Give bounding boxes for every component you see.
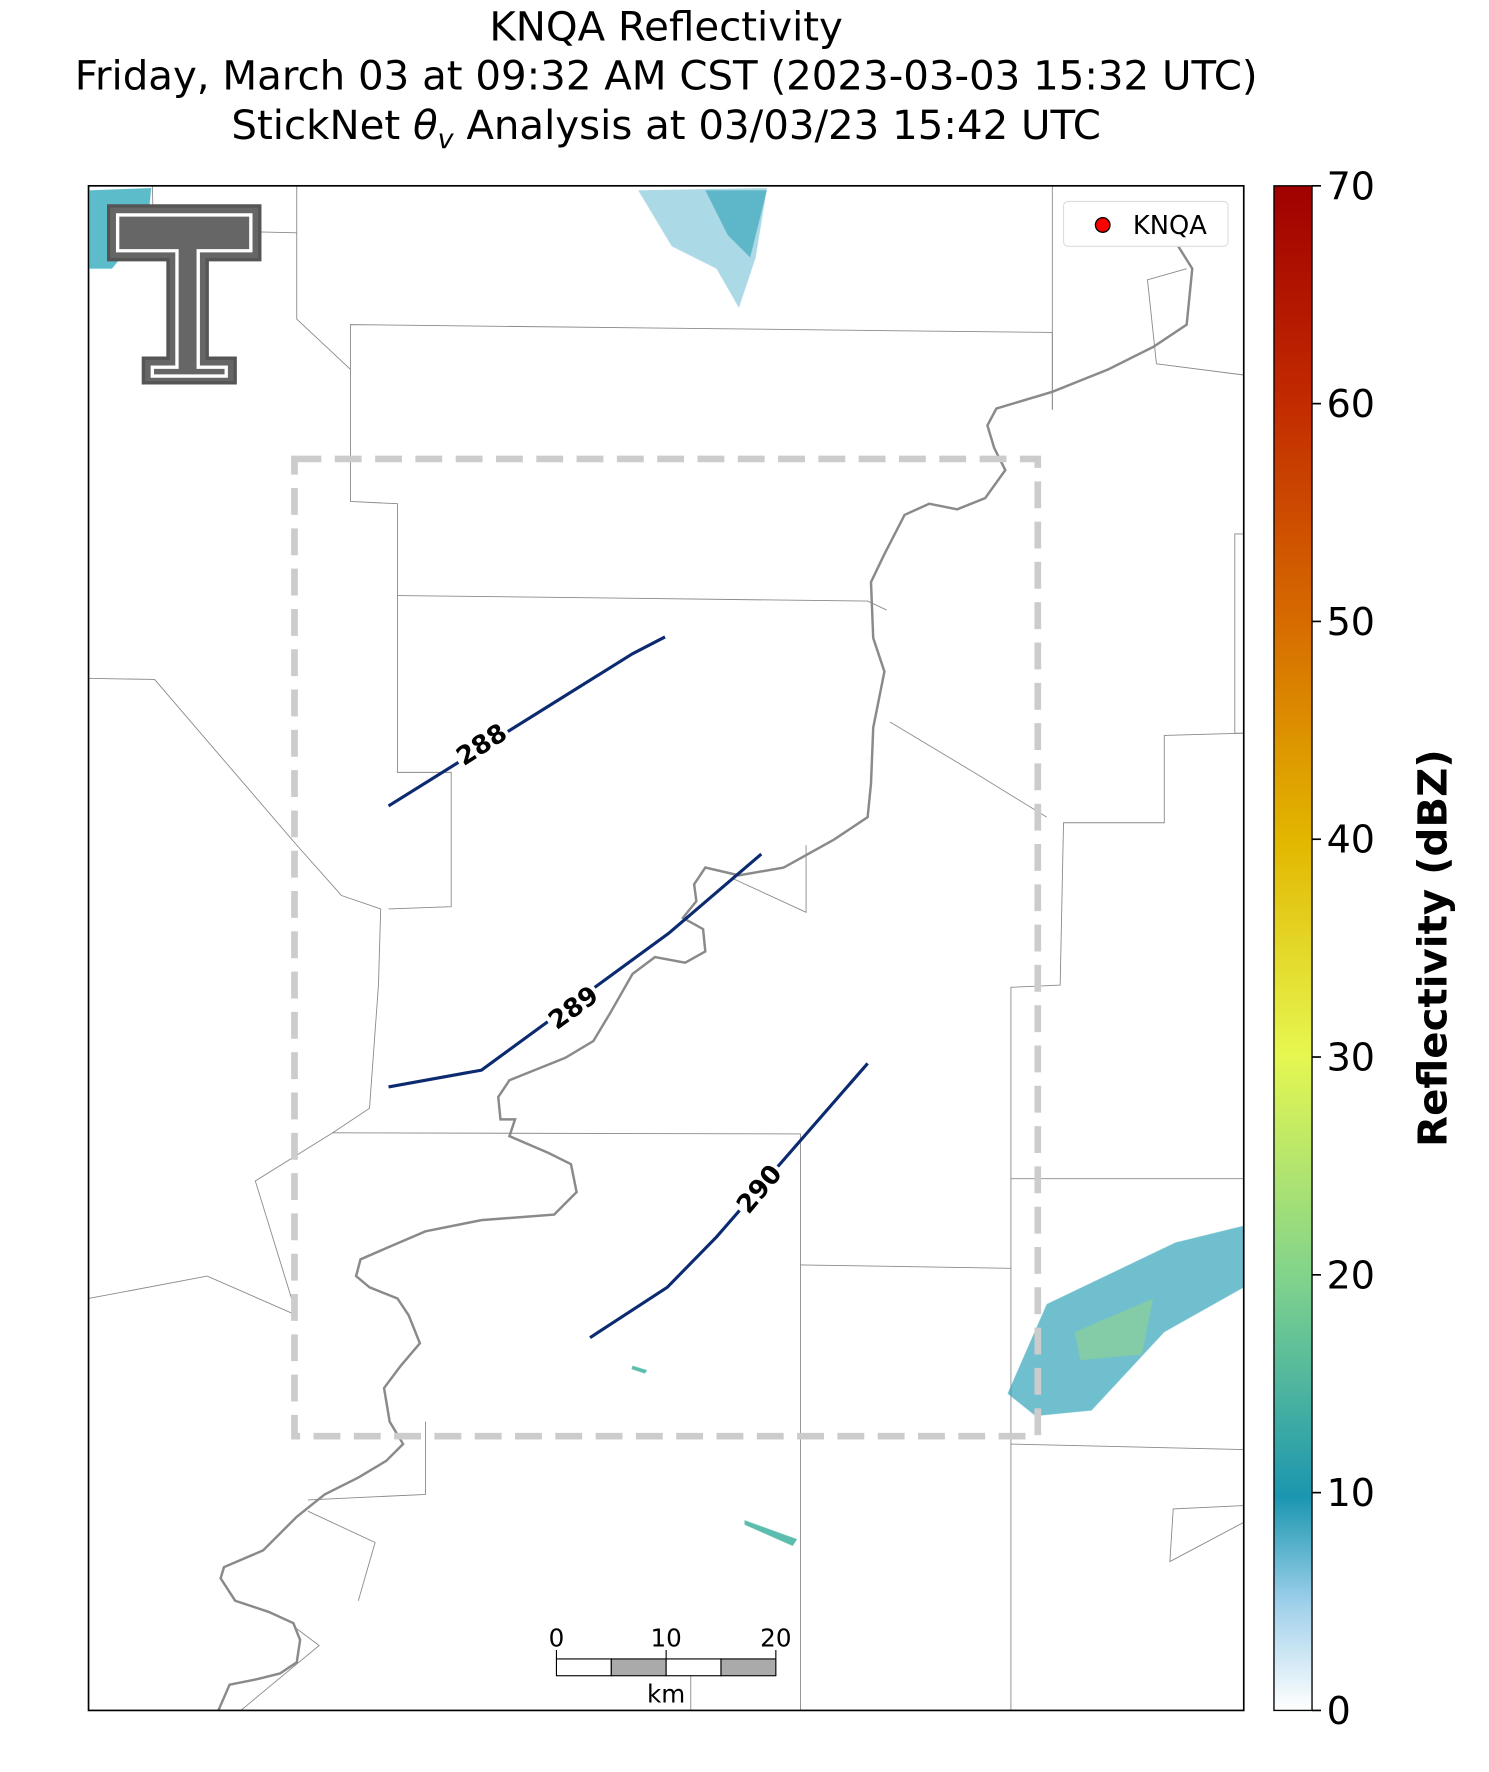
subtitle-text: Analysis at 03/03/23 15:42 UTC [454,102,1101,149]
colorbar-tick-label: 70 [1327,164,1375,208]
scale-bar: 0 10 20 km [549,1624,792,1709]
colorbar-tick-label: 10 [1327,1471,1375,1515]
title-line: KNQA Reflectivity [489,3,843,50]
scale-segment [555,1658,612,1677]
title-line: StickNet θv Analysis at 03/03/23 15:42 U… [231,102,1100,155]
scale-tick-label: 20 [760,1624,791,1653]
colorbar-tick-label: 40 [1327,818,1375,862]
contour-label-bg [541,978,606,1037]
colorbar [1273,185,1313,1712]
map-frame [87,184,1245,1712]
analysis-domain [291,455,1042,1440]
colorbar-tick-label: 20 [1327,1253,1375,1297]
subtitle-text: StickNet [231,102,413,149]
radar-echoes [89,188,1244,1546]
map-background [88,185,1244,1711]
contour-label-bg [449,716,514,773]
contour-line [589,1062,869,1339]
title-line: Friday, March 03 at 09:32 AM CST (2023-0… [75,53,1258,100]
subtitle-symbol: θ [413,102,438,149]
colorbar-tick-label: 0 [1327,1689,1351,1733]
scale-tick-label: 10 [650,1624,681,1653]
colorbar-axis: 0 10 20 30 40 50 60 70 [1312,164,1375,1733]
subtitle-subscript: v [438,124,455,155]
legend-marker [1094,217,1111,233]
county-lines [88,185,1244,1711]
scale-tick-label: 0 [549,1624,565,1653]
contour-label-bg [729,1157,789,1221]
colorbar-label: Reflectivity (dBZ) [1409,749,1456,1147]
logo [107,204,262,385]
scale-segment [720,1658,777,1677]
scale-segment [665,1658,722,1677]
legend-label: KNQA [1133,211,1207,241]
colorbar-tick-label: 60 [1327,382,1375,426]
legend-box [1062,200,1229,247]
scale-unit: km [647,1680,685,1709]
colorbar-tick-label: 50 [1327,600,1375,644]
colorbar-tick-label: 30 [1327,1035,1375,1079]
scale-segment [610,1658,667,1677]
river [217,223,1194,1711]
